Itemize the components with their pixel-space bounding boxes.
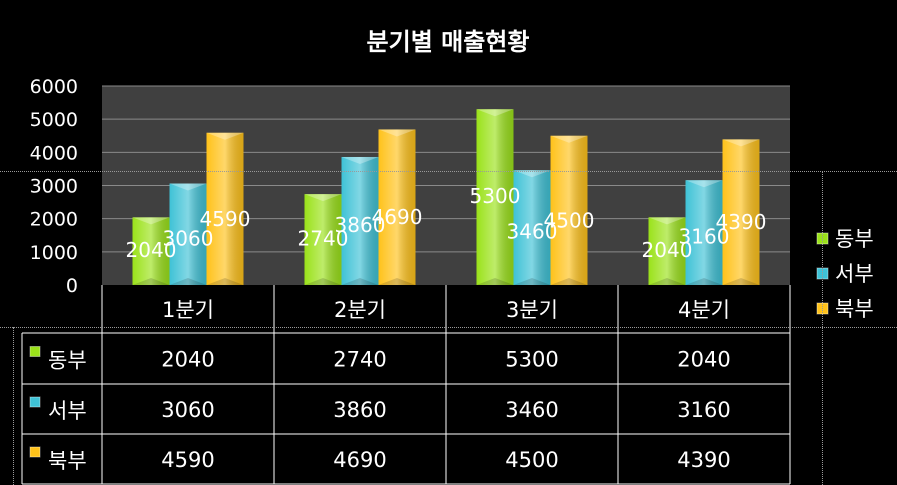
- bar-value-label: 5300: [470, 184, 521, 208]
- bar-bottom-bevel: [341, 278, 379, 285]
- bar-gloss: [550, 135, 588, 285]
- bar-bottom-bevel: [304, 278, 342, 285]
- bar-gloss: [722, 139, 760, 285]
- bar-top-bevel: [169, 183, 207, 191]
- bar-labels: 2040306045902740386046905300346045002040…: [126, 184, 767, 262]
- selection-guide-bottom: [0, 327, 897, 328]
- table-cell: 4590: [161, 448, 214, 472]
- bars: [132, 109, 760, 285]
- bar-gloss: [132, 217, 170, 285]
- bar-value-label: 4690: [372, 205, 423, 229]
- table-cell: 4390: [677, 448, 730, 472]
- bar-bottom-bevel: [648, 278, 686, 285]
- y-tick-label: 4000: [30, 142, 78, 164]
- bar-top-bevel: [304, 194, 342, 202]
- table-row-label: 동부: [48, 349, 87, 373]
- bar-bottom-bevel: [206, 278, 244, 285]
- y-tick-label: 3000: [30, 176, 78, 198]
- bar-value-label: 2040: [126, 238, 177, 262]
- table-header-cell: 3분기: [506, 298, 558, 322]
- legend-label: 북부: [835, 297, 874, 321]
- y-tick-label: 0: [66, 275, 78, 297]
- bar-gloss: [648, 217, 686, 285]
- bar-value-label: 3160: [679, 225, 730, 249]
- table-cell: 3460: [505, 398, 558, 422]
- bar-value-label: 3060: [163, 226, 214, 250]
- bar-gloss: [169, 183, 207, 285]
- bar-gloss: [476, 109, 514, 285]
- chart-title: 분기별 매출현황: [367, 28, 530, 56]
- bar-top-bevel: [206, 132, 244, 140]
- bar-value-label: 2040: [642, 238, 693, 262]
- table-cell: 5300: [505, 348, 558, 372]
- y-tick-label: 5000: [30, 109, 78, 131]
- table-cell: 2740: [333, 348, 386, 372]
- table-legend-key: [29, 396, 41, 408]
- bar-gloss: [685, 180, 723, 285]
- bar-top-bevel: [132, 217, 170, 225]
- selection-guide-left: [13, 327, 14, 485]
- bar-bottom-bevel: [132, 278, 170, 285]
- table-cell: 3060: [161, 398, 214, 422]
- y-axis: 0 1000 2000 3000 4000 5000 6000: [30, 76, 78, 297]
- table-cell: 4500: [505, 448, 558, 472]
- bar-top-bevel: [648, 217, 686, 225]
- table-header-cell: 1분기: [162, 298, 214, 322]
- table-header-cell: 4분기: [678, 298, 730, 322]
- bar-bottom-bevel: [476, 278, 514, 285]
- bar-top-bevel: [341, 156, 379, 164]
- bar-value-label: 4500: [544, 208, 595, 232]
- table-header-cell: 2분기: [334, 298, 386, 322]
- selection-guide-top: [0, 171, 897, 172]
- bar-top-bevel: [550, 135, 588, 143]
- bar-gloss: [513, 170, 551, 285]
- table-cell: 3860: [333, 398, 386, 422]
- table-cell: 2040: [161, 348, 214, 372]
- bar-gloss: [206, 132, 244, 285]
- bar-bottom-bevel: [378, 278, 416, 285]
- bar-gloss: [378, 129, 416, 285]
- bar-gloss: [341, 156, 379, 285]
- bar-value-label: 4390: [716, 210, 767, 234]
- bar-bottom-bevel: [685, 278, 723, 285]
- bar-top-bevel: [685, 180, 723, 188]
- bar-value-label: 4590: [200, 207, 251, 231]
- bar-value-label: 3460: [507, 220, 558, 244]
- legend-label: 동부: [835, 227, 874, 251]
- selection-guide-right: [822, 171, 823, 485]
- bar-top-bevel: [378, 129, 416, 137]
- table-cell: 4690: [333, 448, 386, 472]
- bar-value-label: 2740: [298, 227, 349, 251]
- bar-bottom-bevel: [722, 278, 760, 285]
- table-legend-key: [29, 346, 41, 357]
- table-row-label: 북부: [48, 449, 87, 473]
- table-row-label: 서부: [48, 399, 87, 423]
- legend-label: 서부: [835, 262, 874, 286]
- bar-bottom-bevel: [550, 278, 588, 285]
- table-cell: 2040: [677, 348, 730, 372]
- table-cell: 3160: [677, 398, 730, 422]
- bar-gloss: [304, 194, 342, 285]
- table-legend-key: [29, 446, 41, 458]
- y-tick-label: 6000: [30, 76, 78, 98]
- y-tick-label: 1000: [30, 242, 78, 264]
- bar-bottom-bevel: [169, 278, 207, 285]
- y-tick-label: 2000: [30, 209, 78, 231]
- bar-top-bevel: [722, 139, 760, 147]
- bar-value-label: 3860: [335, 213, 386, 237]
- bar-bottom-bevel: [513, 278, 551, 285]
- bar-top-bevel: [476, 109, 514, 117]
